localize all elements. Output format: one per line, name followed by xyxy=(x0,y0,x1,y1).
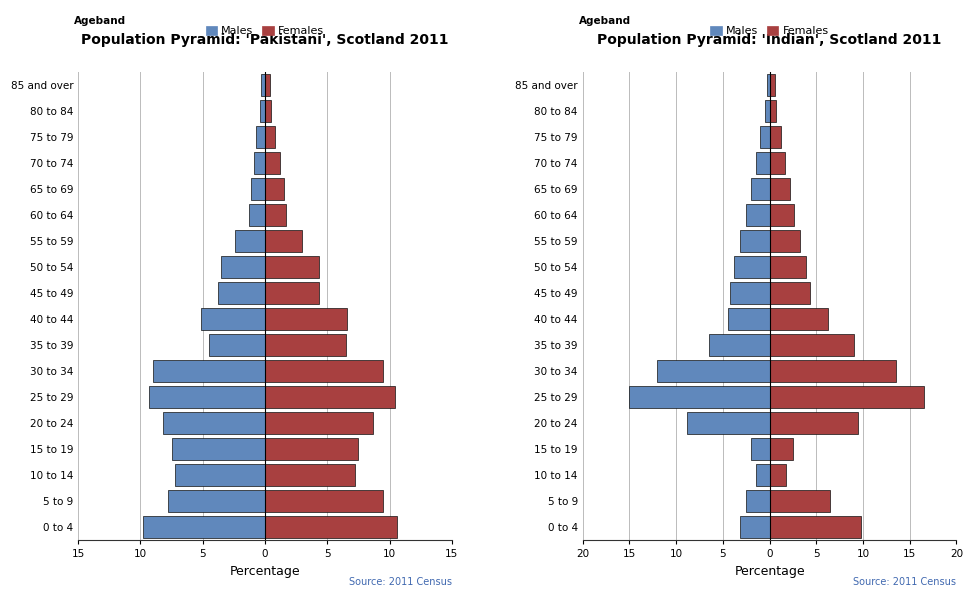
Bar xyxy=(727,308,770,330)
Bar xyxy=(740,230,770,252)
X-axis label: Percentage: Percentage xyxy=(229,565,301,578)
Text: Source: 2011 Census: Source: 2011 Census xyxy=(853,577,956,587)
Bar xyxy=(264,152,280,174)
Bar xyxy=(747,204,770,226)
Bar xyxy=(264,178,284,200)
Bar xyxy=(209,334,264,356)
Bar xyxy=(770,334,854,356)
Title: Population Pyramid: 'Indian', Scotland 2011: Population Pyramid: 'Indian', Scotland 2… xyxy=(597,33,942,47)
Bar xyxy=(264,256,318,278)
Bar xyxy=(142,516,264,538)
Bar xyxy=(687,412,770,434)
Bar xyxy=(747,490,770,512)
Bar xyxy=(264,386,394,408)
Bar xyxy=(770,100,776,122)
Bar xyxy=(770,204,793,226)
Bar xyxy=(264,100,271,122)
Legend: Males, Females: Males, Females xyxy=(201,22,329,41)
Bar xyxy=(770,126,781,148)
Bar xyxy=(765,100,770,122)
Bar xyxy=(264,204,286,226)
X-axis label: Percentage: Percentage xyxy=(734,565,805,578)
Bar xyxy=(251,178,264,200)
Bar xyxy=(755,152,770,174)
Bar xyxy=(770,74,775,96)
Bar xyxy=(770,386,923,408)
Bar xyxy=(172,438,264,460)
Bar xyxy=(201,308,264,330)
Bar xyxy=(770,152,786,174)
Bar xyxy=(249,204,264,226)
Bar xyxy=(658,360,770,382)
Bar xyxy=(163,412,264,434)
Bar xyxy=(770,438,793,460)
Bar xyxy=(709,334,770,356)
Bar xyxy=(770,516,861,538)
Text: Ageband: Ageband xyxy=(74,16,127,26)
Bar xyxy=(264,308,347,330)
Bar xyxy=(264,464,354,486)
Bar xyxy=(770,360,896,382)
Bar xyxy=(254,152,264,174)
Bar xyxy=(218,282,264,304)
Bar xyxy=(734,256,770,278)
Bar xyxy=(760,126,770,148)
Bar xyxy=(235,230,264,252)
Bar xyxy=(168,490,264,512)
Bar xyxy=(260,100,264,122)
Bar xyxy=(770,230,800,252)
Bar xyxy=(751,438,770,460)
Bar xyxy=(740,516,770,538)
Bar xyxy=(770,308,829,330)
Bar xyxy=(264,490,384,512)
Bar xyxy=(630,386,770,408)
Bar xyxy=(770,412,858,434)
Bar xyxy=(770,464,787,486)
Bar xyxy=(770,256,806,278)
Bar xyxy=(264,412,374,434)
Legend: Males, Females: Males, Females xyxy=(706,22,834,41)
Bar xyxy=(730,282,770,304)
Bar xyxy=(751,178,770,200)
Bar xyxy=(264,74,270,96)
Bar xyxy=(264,230,303,252)
Bar xyxy=(262,74,264,96)
Bar xyxy=(176,464,264,486)
Bar xyxy=(264,126,275,148)
Bar xyxy=(222,256,264,278)
Bar xyxy=(770,490,831,512)
Text: Source: 2011 Census: Source: 2011 Census xyxy=(348,577,452,587)
Bar xyxy=(264,516,397,538)
Bar xyxy=(755,464,770,486)
Bar xyxy=(257,126,264,148)
Text: Ageband: Ageband xyxy=(579,16,631,26)
Bar xyxy=(264,360,384,382)
Bar xyxy=(264,334,346,356)
Bar xyxy=(149,386,264,408)
Bar xyxy=(153,360,264,382)
Title: Population Pyramid: 'Pakistani', Scotland 2011: Population Pyramid: 'Pakistani', Scotlan… xyxy=(81,33,449,47)
Bar xyxy=(767,74,770,96)
Bar xyxy=(770,282,810,304)
Bar xyxy=(770,178,791,200)
Bar xyxy=(264,282,318,304)
Bar xyxy=(264,438,358,460)
